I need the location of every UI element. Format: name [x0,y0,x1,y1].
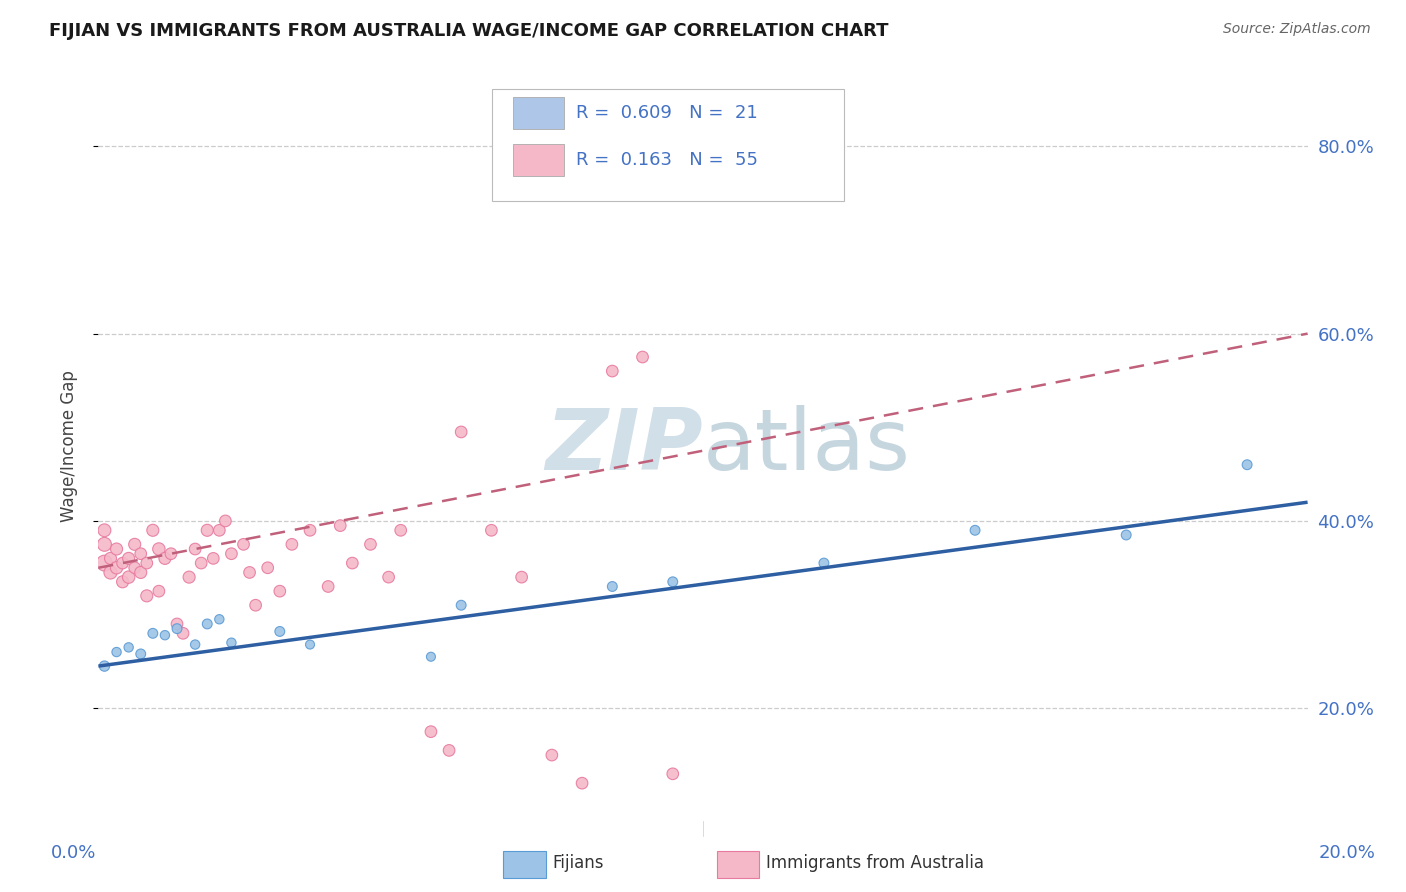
Point [129,566,152,580]
Point [232,537,254,551]
Point [100,566,122,580]
Point [148,542,170,557]
Text: ZIP: ZIP [546,404,703,488]
Text: atlas: atlas [703,404,911,488]
Point [129,547,152,561]
Point [160,547,183,561]
Point [450,425,472,439]
Point [269,624,291,639]
Point [184,542,207,557]
Point [129,647,152,661]
Point [360,537,382,551]
Point [93,556,115,570]
Point [221,635,243,649]
Point [93,659,115,673]
Point [105,561,128,575]
Point [202,551,225,566]
Text: 0.0%: 0.0% [51,844,96,862]
Point [1236,458,1258,472]
Point [135,556,157,570]
Point [239,566,262,580]
Point [166,622,188,636]
Point [965,523,987,537]
Point [142,626,165,640]
Point [93,523,115,537]
Point [342,556,364,570]
Point [510,570,533,584]
Point [153,628,176,642]
Point [179,570,201,584]
Point [105,542,128,557]
Point [377,570,399,584]
Point [420,724,443,739]
Point [281,537,304,551]
Point [105,645,128,659]
Text: R =  0.609   N =  21: R = 0.609 N = 21 [576,104,758,122]
Point [661,574,683,589]
Point [316,580,339,594]
Point [153,551,176,566]
Point [142,523,165,537]
Text: 20.0%: 20.0% [1319,844,1375,862]
Point [389,523,412,537]
Point [245,599,267,613]
Text: Source: ZipAtlas.com: Source: ZipAtlas.com [1223,22,1371,37]
Point [166,617,188,632]
Point [118,551,141,566]
Point [571,776,593,790]
Point [124,537,146,551]
Point [208,523,231,537]
Point [221,547,243,561]
Text: FIJIAN VS IMMIGRANTS FROM AUSTRALIA WAGE/INCOME GAP CORRELATION CHART: FIJIAN VS IMMIGRANTS FROM AUSTRALIA WAGE… [49,22,889,40]
Point [481,523,503,537]
Point [93,537,115,551]
Point [299,638,322,652]
Text: Immigrants from Australia: Immigrants from Australia [766,855,984,872]
Point [329,518,352,533]
Point [148,584,170,599]
Point [661,767,683,781]
Point [195,617,218,632]
Point [631,350,654,364]
Text: R =  0.163   N =  55: R = 0.163 N = 55 [576,151,758,169]
Point [813,556,835,570]
Point [118,570,141,584]
Point [195,523,218,537]
Point [602,580,624,594]
Point [111,556,134,570]
Point [602,364,624,378]
Point [172,626,194,640]
Point [184,638,207,652]
Text: Fijians: Fijians [553,855,605,872]
Point [208,612,231,626]
Point [269,584,291,599]
Point [190,556,212,570]
Point [256,561,278,575]
Y-axis label: Wage/Income Gap: Wage/Income Gap [59,370,77,522]
Point [299,523,322,537]
Point [135,589,157,603]
Point [124,561,146,575]
Point [111,574,134,589]
Point [420,649,443,664]
Point [540,747,562,762]
Point [437,743,460,757]
Point [214,514,236,528]
Point [118,640,141,655]
Point [450,599,472,613]
Point [100,551,122,566]
Point [1115,528,1137,542]
